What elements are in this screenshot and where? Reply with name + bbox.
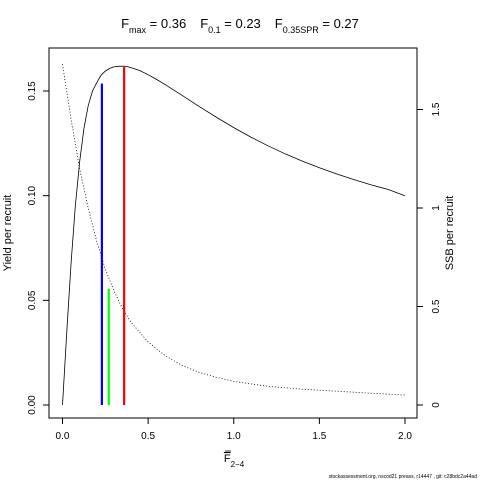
title-part: F — [275, 16, 283, 31]
title-part-value: = 0.23 — [221, 16, 261, 31]
title-part-sub: 0.1 — [208, 25, 221, 35]
y-right-tick-label: 0.5 — [431, 299, 442, 313]
title-part-sub: max — [129, 25, 147, 35]
plot-box — [48, 47, 418, 419]
yield-curve — [62, 65, 406, 406]
x-tick-label: 1.0 — [227, 431, 241, 442]
chart-title: Fmax = 0.36 F0.1 = 0.23 F0.35SPR = 0.27 — [121, 16, 359, 35]
y-right-tick-label: 1.5 — [431, 102, 442, 116]
x-tick-label: 0.0 — [56, 431, 70, 442]
ssb-curve — [62, 64, 406, 396]
x-tick-label: 1.5 — [312, 431, 326, 442]
x-axis-label: F2−4 — [224, 453, 245, 469]
title-part-value: = 0.36 — [146, 16, 186, 31]
footnote: stockassessment.org, nscod21 preass, r14… — [329, 474, 478, 480]
x-tick-label: 0.5 — [141, 431, 155, 442]
title-part: F — [200, 16, 208, 31]
y-left-tick-label: 0.15 — [27, 81, 38, 101]
y-right-tick-label: 1 — [431, 205, 442, 211]
y-left-tick-label: 0.05 — [27, 290, 38, 310]
x-label-sub: 2−4 — [231, 460, 245, 469]
y-axis-left-label: Yield per recruit — [2, 195, 14, 272]
title-part-sub: 0.35SPR — [283, 25, 320, 35]
y-right-tick-label: 0 — [431, 402, 442, 408]
y-left-tick-label: 0.10 — [27, 185, 38, 205]
x-label-main: F — [224, 453, 231, 465]
x-tick-label: 2.0 — [398, 431, 412, 442]
y-left-tick-label: 0.00 — [27, 395, 38, 415]
y-axis-right-label: SSB per recruit — [444, 196, 456, 271]
plot-area: 0.0 0.5 1.0 1.5 2.0 0.00 0.05 0.10 0.15 0 0.5 1 1.5 — [27, 47, 442, 452]
title-part-value: = 0.27 — [319, 16, 359, 31]
title-part: F — [121, 16, 129, 31]
